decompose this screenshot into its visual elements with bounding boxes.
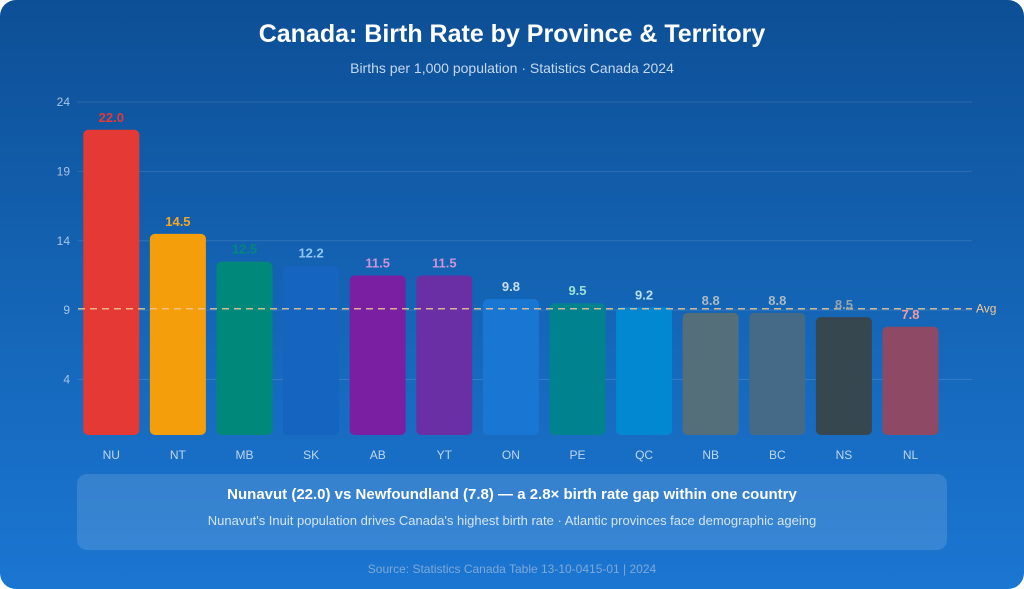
x-tick-label: NL — [903, 448, 919, 462]
value-label: 9.2 — [635, 287, 653, 302]
value-label: 8.8 — [702, 293, 720, 308]
bar-nu — [83, 129, 140, 435]
bar-yt — [416, 275, 473, 435]
average-line-group: Avg — [78, 302, 996, 316]
bar-on — [482, 299, 539, 435]
value-label: 11.5 — [432, 255, 457, 270]
source-note: Source: Statistics Canada Table 13-10-04… — [367, 562, 657, 576]
x-tick-label: PE — [569, 448, 585, 462]
bar-mb — [216, 261, 273, 435]
x-tick-label: MB — [236, 448, 254, 462]
bar-ab — [349, 275, 406, 435]
insight-box: Nunavut (22.0) vs Newfoundland (7.8) — a… — [77, 474, 947, 550]
value-label: 9.8 — [502, 279, 520, 294]
x-axis-ticks: NU NT MB SK AB YT ON PE QC NB BC NS NL — [103, 448, 919, 462]
x-tick-label: NU — [103, 448, 120, 462]
value-label: 7.8 — [901, 307, 919, 322]
bar-nt — [149, 233, 206, 435]
value-label: 9.5 — [568, 283, 586, 298]
value-label: 22.0 — [99, 110, 124, 125]
value-label: 14.5 — [165, 214, 190, 229]
bar-ns — [815, 317, 872, 435]
x-tick-label: NB — [702, 448, 719, 462]
x-tick-label: NT — [170, 448, 187, 462]
y-tick-label: 24 — [57, 95, 71, 109]
bar-nl — [882, 326, 939, 435]
bar-bc — [749, 312, 806, 435]
x-tick-label: SK — [303, 448, 319, 462]
x-tick-label: BC — [769, 448, 786, 462]
bar-pe — [549, 303, 606, 435]
value-label: 12.2 — [298, 246, 323, 261]
x-tick-label: NS — [836, 448, 853, 462]
y-tick-label: 4 — [63, 373, 70, 387]
bar-nb — [682, 312, 739, 435]
insight-detail: Nunavut's Inuit population drives Canada… — [207, 513, 817, 528]
value-label: 8.8 — [768, 293, 786, 308]
y-tick-label: 9 — [63, 303, 70, 317]
y-tick-label: 14 — [57, 234, 71, 248]
bars — [83, 129, 939, 435]
value-label: 8.5 — [835, 297, 853, 312]
bar-qc — [616, 307, 673, 435]
bar-sk — [283, 265, 340, 435]
value-label: 12.5 — [232, 242, 257, 257]
y-tick-label: 19 — [57, 164, 71, 178]
x-tick-label: QC — [635, 448, 653, 462]
chart-title: Canada: Birth Rate by Province & Territo… — [258, 20, 766, 48]
chart-subtitle: Births per 1,000 population · Statistics… — [350, 60, 674, 76]
x-tick-label: YT — [437, 448, 453, 462]
value-label: 11.5 — [365, 255, 390, 270]
y-axis-ticks: 4 9 14 19 24 — [57, 95, 71, 387]
x-tick-label: ON — [502, 448, 520, 462]
insight-headline: Nunavut (22.0) vs Newfoundland (7.8) — a… — [227, 486, 797, 503]
value-labels: 22.0 14.5 12.5 12.2 11.5 11.5 9.8 9.5 9.2 8.8 8.8 8… — [99, 110, 920, 322]
average-label: Avg — [976, 302, 996, 316]
x-tick-label: AB — [370, 448, 386, 462]
